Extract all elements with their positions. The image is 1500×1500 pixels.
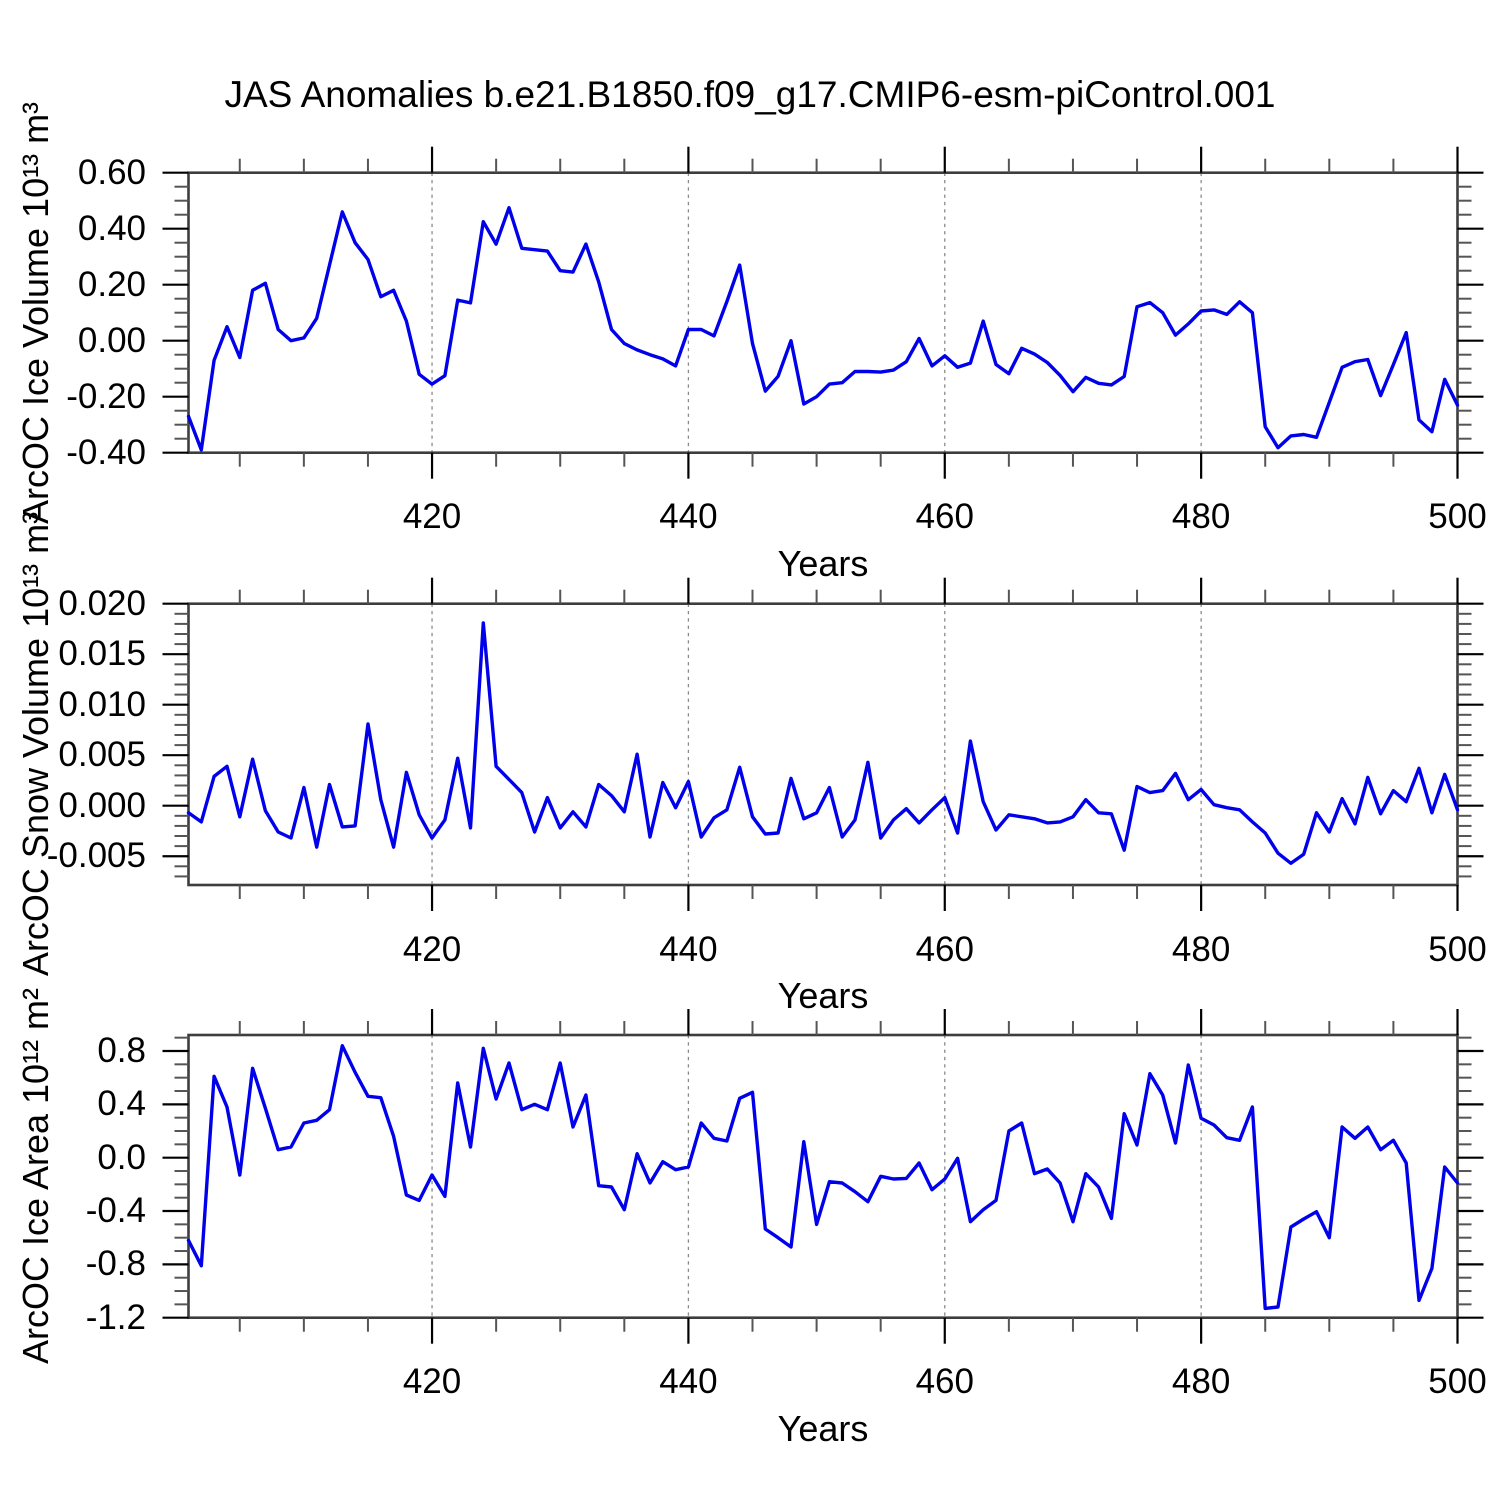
panel1-x-tick-label: 480 (1171, 497, 1231, 537)
panel3-frame (187, 1033, 1459, 1320)
panel1-y-tick-label: 0.40 (77, 208, 146, 248)
panel2-x-tick-label: 500 (1428, 929, 1487, 969)
panel2-x-tick-label: 440 (659, 929, 718, 969)
panel1-x-tick-label: 440 (659, 497, 718, 537)
panel3-y-tick-label: -0.8 (85, 1244, 146, 1284)
panel1-x-tick-label: 500 (1428, 497, 1487, 537)
panel1-y-tick-label: -0.40 (66, 432, 146, 472)
panel1-y-axis-title: ArcOC Ice Volume 10¹³ m³ (15, 101, 56, 524)
panel3-y-tick-label: 0.8 (97, 1031, 146, 1070)
panel1-frame (187, 171, 1459, 454)
panel3-y-tick-label: -0.4 (85, 1191, 146, 1231)
panel2-x-tick-label: 420 (402, 929, 462, 969)
panel2-x-axis-title: Years (777, 975, 869, 1016)
figure-title: JAS Anomalies b.e21.B1850.f09_g17.CMIP6-… (224, 74, 1276, 115)
panel3-y-tick-label: 0.4 (97, 1084, 146, 1124)
panel2-y-tick-label: 0.015 (58, 634, 146, 674)
panel2-y-tick-label: -0.005 (46, 836, 146, 876)
panel2-y-tick-label: 0.000 (58, 785, 146, 825)
panel1-y-tick-label: -0.20 (66, 376, 146, 416)
panel3-x-tick-label: 480 (1171, 1362, 1231, 1402)
panel3-x-tick-label: 420 (402, 1362, 462, 1402)
panel1-y-tick-label: 0.20 (77, 264, 146, 304)
panel1-data-line (186, 205, 1460, 452)
panel1-x-axis-title: Years (777, 542, 869, 584)
panel2-x-tick-label: 460 (915, 929, 974, 969)
panel2-y-tick-label: 0.005 (58, 735, 146, 775)
panel3-y-tick-label: 0.0 (97, 1137, 146, 1177)
panel1-y-tick-label: 0.60 (77, 152, 146, 192)
panel3-x-tick-label: 500 (1428, 1362, 1487, 1402)
panel2-frame (187, 602, 1459, 887)
panel3-x-tick-label: 460 (915, 1362, 974, 1402)
panel1-x-tick-label: 420 (402, 497, 462, 537)
panel1-x-tick-label: 460 (915, 497, 974, 537)
panel2-y-tick-label: 0.010 (58, 684, 146, 724)
panel3-x-axis-title: Years (777, 1407, 869, 1449)
panel2-data-line (186, 621, 1460, 865)
panel3-y-axis-title: ArcOC Ice Area 10¹² m² (15, 988, 56, 1365)
panel1-y-tick-label: 0.00 (77, 320, 146, 360)
panel3-data-line (186, 1043, 1460, 1311)
panel2-y-axis-title: ArcOC Snow Volume 10¹³ m³ (15, 512, 56, 977)
panel3-x-tick-label: 440 (659, 1362, 718, 1402)
panel3-y-tick-label: -1.2 (85, 1297, 146, 1337)
panel2-x-tick-label: 480 (1171, 929, 1231, 969)
panel2-y-tick-label: 0.020 (58, 583, 146, 623)
